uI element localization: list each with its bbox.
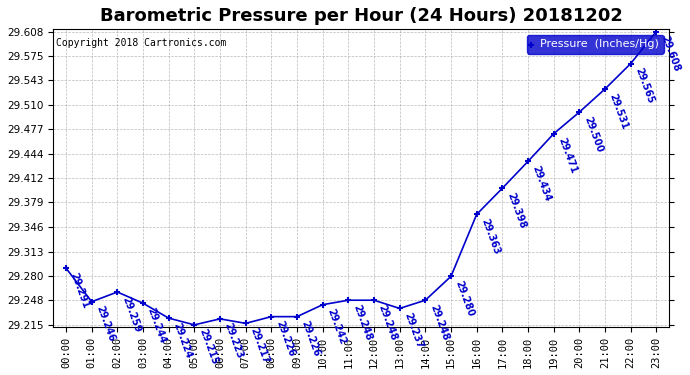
Title: Barometric Pressure per Hour (24 Hours) 20181202: Barometric Pressure per Hour (24 Hours) … bbox=[100, 7, 622, 25]
Text: 29.398: 29.398 bbox=[505, 191, 527, 230]
Text: 29.226: 29.226 bbox=[299, 320, 322, 358]
Legend: Pressure  (Inches/Hg): Pressure (Inches/Hg) bbox=[527, 35, 664, 54]
Text: 29.244: 29.244 bbox=[146, 306, 168, 345]
Text: 29.434: 29.434 bbox=[531, 164, 553, 203]
Pressure  (Inches/Hg) bbox=[652, 29, 660, 34]
Text: 29.217: 29.217 bbox=[248, 326, 270, 365]
Pressure  (Inches/Hg) bbox=[62, 266, 70, 270]
Text: 29.248: 29.248 bbox=[377, 303, 399, 342]
Text: 29.215: 29.215 bbox=[197, 328, 219, 366]
Text: 29.291: 29.291 bbox=[69, 271, 91, 309]
Text: Copyright 2018 Cartronics.com: Copyright 2018 Cartronics.com bbox=[57, 38, 226, 48]
Pressure  (Inches/Hg) bbox=[498, 186, 506, 190]
Pressure  (Inches/Hg) bbox=[395, 306, 404, 310]
Text: 29.246: 29.246 bbox=[95, 304, 117, 343]
Pressure  (Inches/Hg) bbox=[473, 212, 481, 217]
Pressure  (Inches/Hg) bbox=[113, 290, 121, 294]
Pressure  (Inches/Hg) bbox=[139, 301, 147, 306]
Text: 29.280: 29.280 bbox=[454, 279, 476, 318]
Text: 29.608: 29.608 bbox=[659, 34, 681, 73]
Pressure  (Inches/Hg) bbox=[549, 132, 558, 136]
Text: 29.471: 29.471 bbox=[556, 136, 579, 175]
Pressure  (Inches/Hg) bbox=[293, 314, 301, 319]
Text: 29.565: 29.565 bbox=[633, 66, 656, 105]
Text: 29.224: 29.224 bbox=[171, 321, 194, 360]
Pressure  (Inches/Hg) bbox=[344, 298, 353, 303]
Pressure  (Inches/Hg) bbox=[216, 316, 224, 321]
Text: 29.363: 29.363 bbox=[480, 217, 502, 256]
Text: 29.259: 29.259 bbox=[120, 295, 142, 333]
Text: 29.248: 29.248 bbox=[351, 303, 373, 342]
Pressure  (Inches/Hg) bbox=[241, 321, 250, 326]
Pressure  (Inches/Hg) bbox=[575, 110, 584, 114]
Pressure  (Inches/Hg) bbox=[627, 62, 635, 66]
Pressure  (Inches/Hg) bbox=[164, 316, 172, 320]
Text: 29.226: 29.226 bbox=[274, 320, 296, 358]
Pressure  (Inches/Hg) bbox=[421, 298, 429, 303]
Text: 29.500: 29.500 bbox=[582, 115, 604, 153]
Pressure  (Inches/Hg) bbox=[601, 87, 609, 91]
Text: 29.223: 29.223 bbox=[223, 322, 245, 360]
Text: 29.531: 29.531 bbox=[608, 92, 630, 130]
Pressure  (Inches/Hg) bbox=[267, 314, 275, 319]
Pressure  (Inches/Hg) bbox=[88, 300, 96, 304]
Pressure  (Inches/Hg) bbox=[190, 322, 199, 327]
Text: 29.237: 29.237 bbox=[402, 311, 424, 350]
Text: 29.248: 29.248 bbox=[428, 303, 451, 342]
Pressure  (Inches/Hg) bbox=[370, 298, 378, 303]
Pressure  (Inches/Hg) bbox=[319, 303, 327, 307]
Text: 29.242: 29.242 bbox=[326, 308, 348, 346]
Line: Pressure  (Inches/Hg): Pressure (Inches/Hg) bbox=[63, 28, 660, 328]
Pressure  (Inches/Hg) bbox=[524, 159, 532, 164]
Pressure  (Inches/Hg) bbox=[447, 274, 455, 279]
